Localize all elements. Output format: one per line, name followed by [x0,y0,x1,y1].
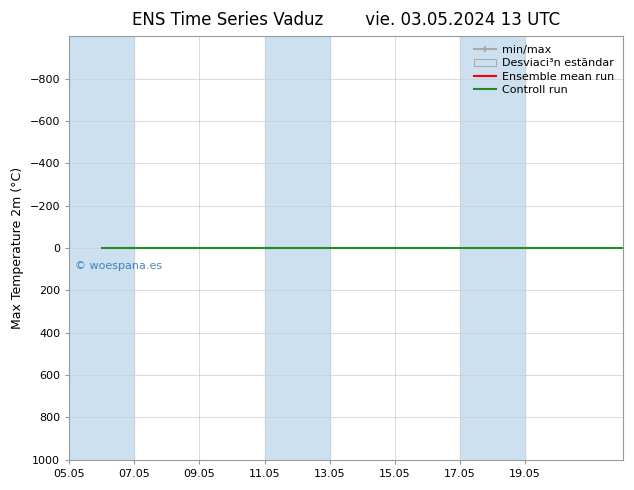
Bar [460,36,493,460]
Text: © woespana.es: © woespana.es [75,261,162,271]
Bar [102,36,134,460]
Bar [69,36,102,460]
Bar [297,36,330,460]
Legend: min/max, Desviaci³n estãndar, Ensemble mean run, Controll run: min/max, Desviaci³n estãndar, Ensemble m… [470,42,618,98]
Bar [493,36,525,460]
Bar [264,36,297,460]
Y-axis label: Max Temperature 2m (°C): Max Temperature 2m (°C) [11,167,24,329]
Title: ENS Time Series Vaduz        vie. 03.05.2024 13 UTC: ENS Time Series Vaduz vie. 03.05.2024 13… [132,11,560,29]
